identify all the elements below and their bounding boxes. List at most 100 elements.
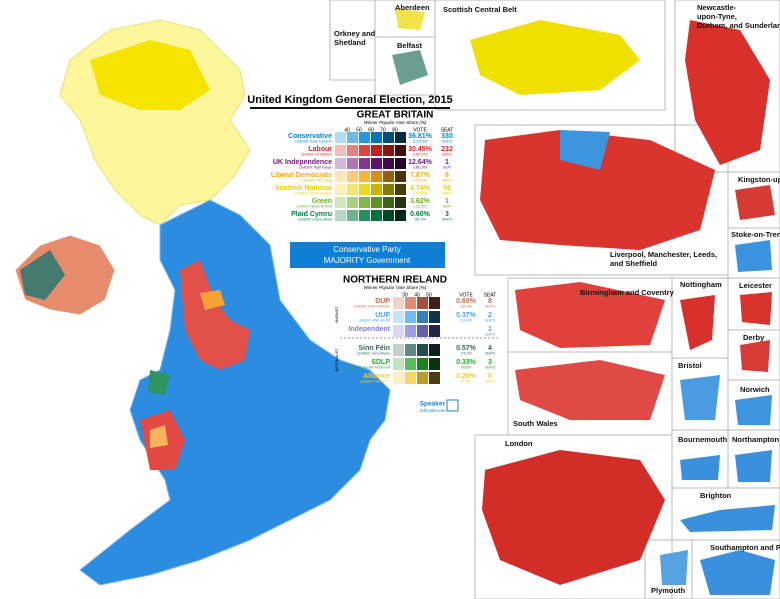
- share-swatch: [347, 158, 358, 169]
- share-swatch: [417, 358, 428, 370]
- vote-count: 176,232: [460, 351, 472, 355]
- seat-count: 3: [488, 359, 492, 366]
- ld-north: [200, 290, 225, 310]
- share-swatch: [429, 325, 440, 337]
- scale-tick: 50: [426, 292, 432, 298]
- inset-label: Derby: [743, 333, 765, 342]
- share-swatch: [359, 210, 370, 221]
- share-swatch: [393, 325, 404, 337]
- share-swatch: [395, 197, 406, 208]
- party-name: Alliance: [363, 373, 390, 380]
- inset-label: Bournemouth: [678, 435, 728, 444]
- share-swatch: [383, 145, 394, 156]
- party-leader: LEADER: Nigel Farage: [299, 165, 332, 169]
- share-swatch: [383, 158, 394, 169]
- vote-share: 36.81%: [408, 133, 433, 140]
- share-swatch: [383, 210, 394, 221]
- share-swatch: [429, 372, 440, 384]
- vote-share: 4.74%: [410, 185, 431, 192]
- party-name: Green: [312, 198, 332, 205]
- majority-banner: [290, 242, 445, 268]
- vote-count: 9,347,273: [413, 152, 427, 156]
- seat-unit: SEATS: [442, 191, 452, 195]
- party-name: SDLP: [371, 359, 390, 366]
- vote-count: 2,415,916: [413, 178, 427, 182]
- vote-count: 1,454,436: [413, 191, 427, 195]
- ni-nationalist: [20, 250, 65, 300]
- vote-header: VOTE: [459, 292, 473, 298]
- share-swatch: [429, 297, 440, 309]
- share-swatch: [405, 358, 416, 370]
- share-swatch: [347, 210, 358, 221]
- share-swatch: [417, 344, 428, 356]
- party-name: UUP: [375, 312, 390, 319]
- seat-unit: SEATS: [485, 332, 495, 336]
- inset-label: Stoke-on-Trent: [731, 230, 780, 239]
- vote-share: 3.62%: [410, 198, 431, 205]
- share-swatch: [383, 197, 394, 208]
- vote-count: 1,111,603: [413, 204, 427, 208]
- share-swatch: [347, 145, 358, 156]
- seat-count: 1: [488, 326, 492, 333]
- share-swatch: [371, 132, 382, 143]
- vote-share: 0.33%: [456, 359, 477, 366]
- share-swatch: [359, 171, 370, 182]
- share-swatch: [405, 325, 416, 337]
- scale-tick: 40: [414, 292, 420, 298]
- seat-unit: SEATS: [485, 318, 495, 322]
- scale-tick: 40: [344, 127, 350, 133]
- vote-share: 0.60%: [410, 211, 431, 218]
- scale-label: Winner Popular Vote Share (%): [364, 120, 427, 125]
- inset-label: Orkney and Shetland: [334, 29, 376, 47]
- inset-label: Newcastle-upon-Tyne, Durham, and Sunderla…: [697, 3, 780, 30]
- party-name: Labour: [308, 146, 332, 153]
- section-heading: NORTHERN IRELAND: [343, 275, 447, 286]
- seat-unit: SEATS: [442, 152, 452, 156]
- share-swatch: [429, 358, 440, 370]
- speaker-name: John Bercow: [418, 408, 446, 413]
- scale-tick: 30: [402, 292, 408, 298]
- inset-label: Leicester: [739, 281, 772, 290]
- seat-count: 8: [445, 172, 449, 179]
- inset-maps: [392, 8, 775, 595]
- vote-share: 7.87%: [410, 172, 431, 179]
- share-swatch: [347, 132, 358, 143]
- inset-label: Bristol: [678, 361, 702, 370]
- seat-count: 232: [441, 146, 453, 153]
- vote-count: 3,881,099: [413, 165, 427, 169]
- vote-count: 99,809: [461, 365, 471, 369]
- seat-unit: SEAT: [443, 204, 451, 208]
- england-wales: [79, 199, 391, 586]
- inset-label: Norwich: [740, 385, 770, 394]
- scale-tick: 80: [392, 127, 398, 133]
- bloc-label: UNIONIST: [335, 306, 339, 324]
- share-swatch: [405, 311, 416, 323]
- share-swatch: [335, 132, 346, 143]
- vote-count: 61,556: [461, 379, 471, 383]
- banner-line: Conservative Party: [333, 245, 401, 254]
- title: United Kingdom General Election, 2015: [247, 94, 452, 106]
- party-leader: LEADER: David Cameron: [295, 139, 332, 143]
- party-name: Conservative: [288, 133, 332, 140]
- party-leader: LEADER: Nicola Sturgeon: [295, 191, 332, 195]
- share-swatch: [335, 158, 346, 169]
- inset-label: Northampton: [732, 435, 779, 444]
- inset-label: Brighton: [700, 491, 732, 500]
- labour-north: [180, 260, 250, 370]
- vote-share: 0.37%: [456, 312, 477, 319]
- seat-unit: SEATS: [485, 365, 495, 369]
- section-heading: GREAT BRITAIN: [357, 110, 434, 121]
- inset-frames: [329, 0, 780, 599]
- share-swatch: [395, 145, 406, 156]
- seat-unit: SEATS: [442, 139, 452, 143]
- party-name: DUP: [375, 298, 390, 305]
- share-swatch: [417, 325, 428, 337]
- seat-header: SEAT: [484, 292, 497, 298]
- vote-share: 0.60%: [456, 298, 477, 305]
- scale-label: Winner Popular Vote Share (%): [364, 285, 427, 290]
- share-swatch: [395, 132, 406, 143]
- speaker-label: Speaker: [420, 401, 446, 408]
- vote-share: 0.57%: [456, 345, 477, 352]
- share-swatch: [335, 145, 346, 156]
